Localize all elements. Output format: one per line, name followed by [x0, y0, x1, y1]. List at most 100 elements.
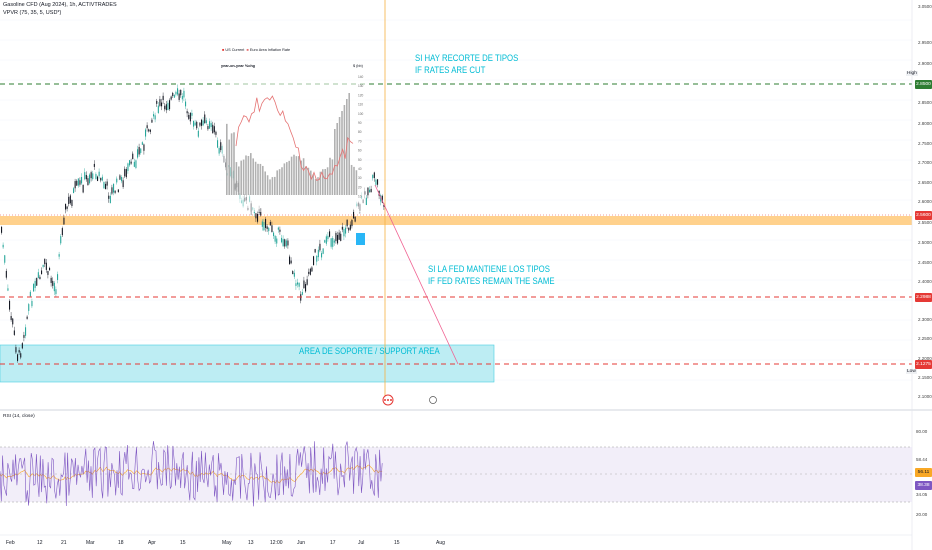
candle [295, 283, 297, 286]
candle [154, 115, 156, 120]
candle [162, 95, 164, 101]
candle [308, 271, 310, 274]
inset-bar [250, 153, 252, 195]
candle [5, 270, 7, 278]
inset-bar [274, 176, 276, 195]
candle [21, 343, 23, 349]
candle [201, 119, 203, 126]
price-tick-label: 2.2500 [918, 336, 932, 341]
inset-bar [310, 170, 312, 195]
candle [194, 122, 196, 126]
inset-bar [319, 171, 322, 195]
candle [121, 177, 123, 182]
inset-bar [238, 166, 240, 195]
candle [172, 92, 174, 97]
candle [165, 104, 167, 111]
candle [365, 197, 367, 205]
candle [71, 200, 73, 207]
candle [167, 102, 169, 111]
inset-axis-tick: 100 [358, 112, 364, 116]
candle [220, 142, 222, 151]
calendar-events-icon[interactable] [382, 394, 394, 406]
candle [23, 334, 25, 338]
candle [156, 100, 158, 104]
rsi-title[interactable]: RSI (14, close) [3, 414, 35, 419]
candle [161, 102, 163, 107]
symbol-title[interactable]: Gasoline CFD (Aug 2024), 1h, ACTIVTRADES [3, 2, 117, 8]
candle [263, 221, 265, 231]
inset-bar [298, 156, 300, 195]
inset-bar [329, 157, 331, 195]
candle [85, 175, 87, 180]
inset-axis-tick: 60 [358, 149, 362, 153]
price-tick-label: 2.5000 [918, 240, 932, 245]
candle [87, 178, 89, 186]
candle [25, 327, 27, 336]
price-tick-label: 2.4500 [918, 260, 932, 265]
price-tick-label: 2.7000 [918, 160, 932, 165]
candle [322, 248, 324, 254]
inset-bar [278, 169, 281, 195]
candle [330, 238, 332, 247]
vpvr-indicator-label[interactable]: VPVR (75, 35, 5, USD*) [3, 10, 62, 16]
candle [39, 276, 41, 280]
inset-axis-tick: 140 [358, 75, 364, 79]
price-tag-mid: 2.2988 [915, 293, 932, 302]
inset-axis-tick: 80 [358, 130, 362, 134]
candle [217, 140, 219, 148]
candle [292, 271, 294, 275]
candle [189, 112, 191, 122]
candle [282, 239, 284, 247]
candle [311, 267, 313, 272]
inset-bar [276, 170, 278, 195]
candle [29, 291, 31, 297]
inset-right-title: $ (bb) [353, 64, 363, 68]
candle [276, 238, 278, 244]
rate-cut-label-en: IF RATES ARE CUT [415, 65, 486, 76]
inset-bar [302, 158, 305, 195]
dividends-icon[interactable] [429, 396, 437, 404]
price-tick-label: 2.6000 [918, 199, 932, 204]
candle [13, 330, 15, 335]
candle [97, 176, 99, 181]
candle [31, 301, 33, 307]
inset-bar [233, 132, 235, 195]
candle [18, 350, 20, 353]
candle [273, 232, 275, 237]
projection-arrow [374, 184, 459, 365]
candle [4, 255, 6, 263]
time-tick-label: Apr [148, 540, 156, 546]
orange-resistance-band [0, 216, 912, 225]
inset-bar [338, 117, 341, 195]
candle [274, 235, 276, 242]
candle [367, 187, 369, 196]
candle [277, 227, 279, 230]
candle [269, 221, 271, 226]
candle [316, 255, 318, 262]
inset-bar [317, 177, 319, 195]
candle [268, 227, 270, 232]
inset-bar [247, 156, 250, 195]
candle [205, 120, 207, 124]
inset-bar [355, 170, 358, 195]
rsi-tick-80: 80.00 [916, 429, 928, 434]
candle [309, 268, 311, 275]
inset-bar [295, 156, 298, 195]
inset-bar [336, 123, 338, 195]
time-tick-label: 15 [180, 540, 186, 546]
event-marker[interactable] [356, 233, 365, 245]
candle [332, 237, 334, 247]
candle [9, 300, 11, 310]
inset-bar [262, 165, 264, 195]
price-tick-label: 2.4000 [918, 279, 932, 284]
candle [113, 183, 115, 193]
price-tag-current: 2.5600 [915, 211, 932, 220]
inset-bar [271, 177, 274, 195]
candle [341, 226, 343, 230]
inset-axis-tick: 120 [358, 93, 364, 97]
candle [125, 169, 127, 178]
inset-bar [259, 163, 262, 195]
candle [183, 90, 185, 98]
rsi-tick-a: 58.44 [916, 457, 928, 462]
